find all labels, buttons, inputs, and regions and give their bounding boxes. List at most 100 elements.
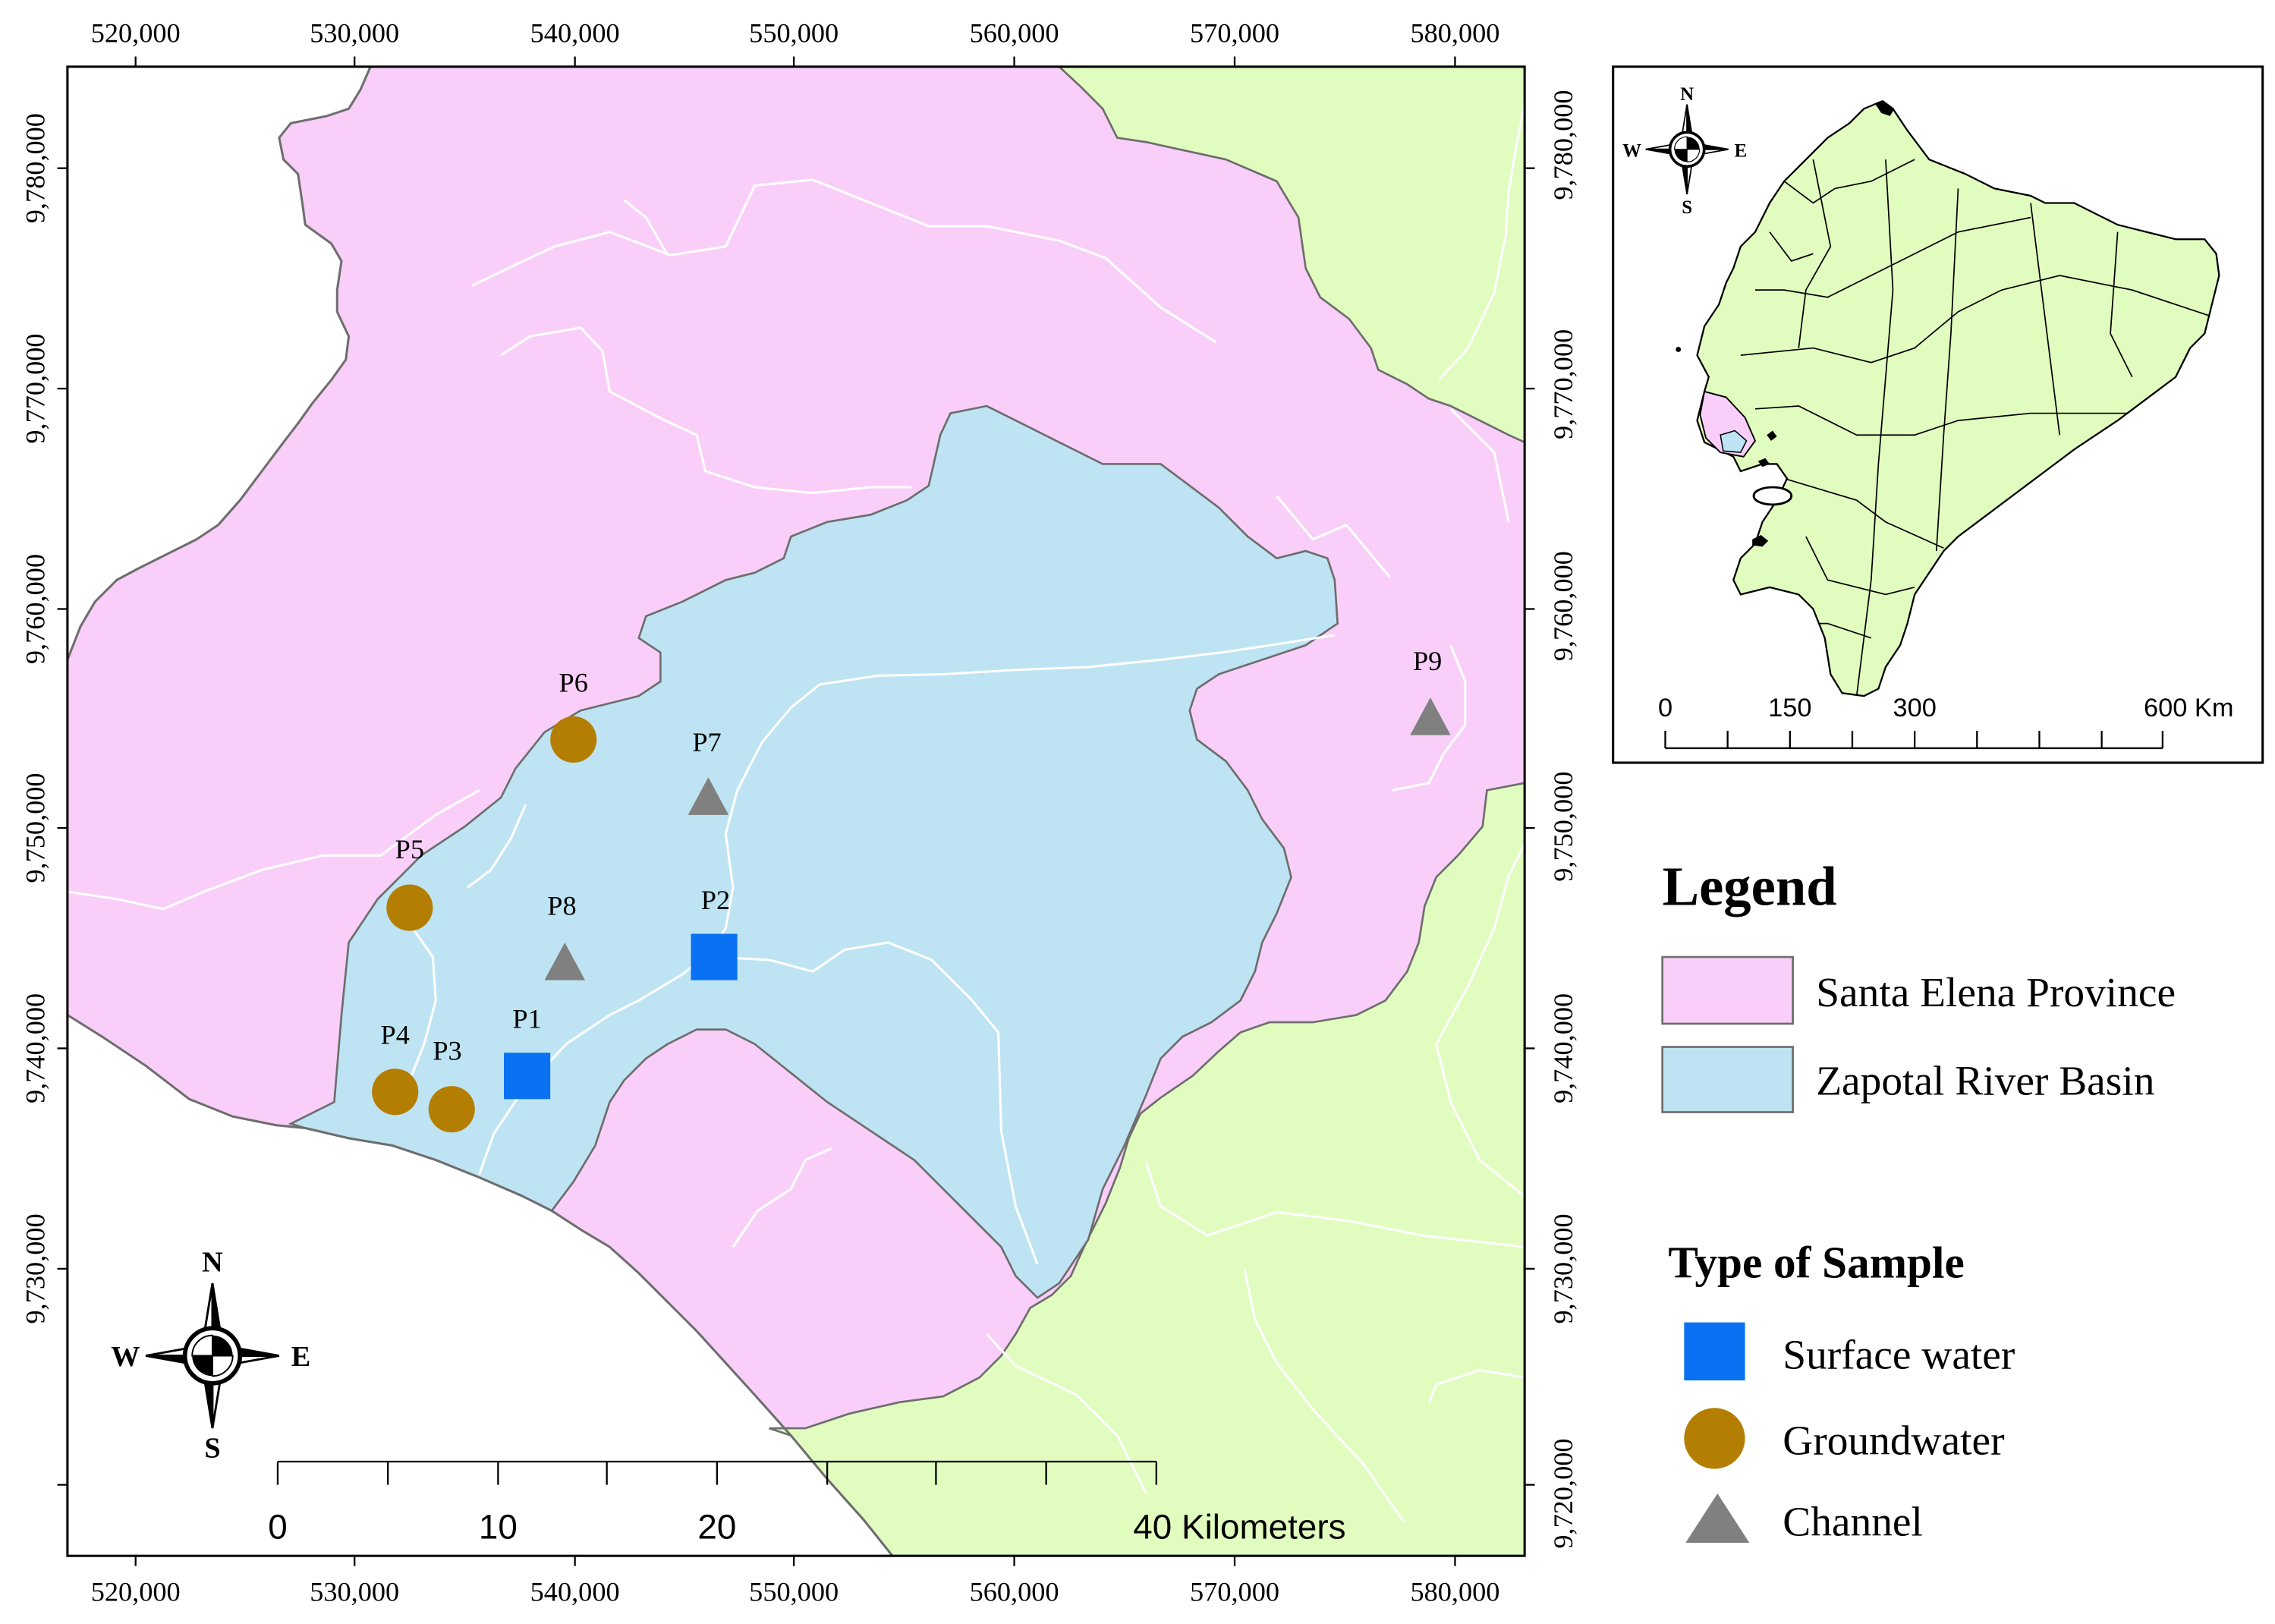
river-line [986, 1333, 1147, 1494]
river-line [1449, 408, 1510, 523]
inset-map: N S W E 0 150 300 600 Km [1612, 65, 2264, 764]
river-line [1438, 104, 1525, 381]
legend-swatch-zapotal [1661, 1046, 1794, 1113]
northing-label: 9,740,000 [20, 993, 50, 1103]
river-line [1427, 1369, 1525, 1405]
legend-label-zapotal: Zapotal River Basin [1816, 1058, 2154, 1104]
easting-label: 580,000 [1410, 1576, 1499, 1607]
sample-label-p3: P3 [433, 1036, 461, 1066]
inset-offshore-island [1676, 347, 1682, 352]
sample-label-p8: P8 [547, 891, 576, 921]
compass-s: S [204, 1432, 220, 1464]
inset-scale-label-300: 300 [1893, 694, 1936, 722]
top-axis-labels: 520,000 530,000 540,000 550,000 560,000 … [91, 17, 1500, 48]
easting-label: 520,000 [91, 17, 181, 48]
sample-marker-p6 [550, 716, 597, 763]
inset-scale-label-150: 150 [1768, 694, 1811, 722]
legend-label-santa-elena: Santa Elena Province [1816, 969, 2176, 1015]
sample-marker-p7 [688, 777, 729, 815]
legend-square-icon [1684, 1322, 1745, 1380]
inset-compass-s: S [1682, 197, 1692, 218]
inset-compass-n: N [1680, 84, 1694, 105]
zapotal-river-basin-area [288, 404, 1339, 1299]
sample-points: P1 P2 P3 P4 P5 P6 P7 P8 P9 [372, 646, 1451, 1133]
sample-marker-p8 [544, 942, 586, 980]
easting-label: 530,000 [310, 17, 399, 48]
sample-marker-p5 [386, 884, 433, 931]
right-axis-labels: 9,780,000 9,770,000 9,760,000 9,750,000 … [1548, 90, 1578, 1548]
inset-compass-w: W [1622, 140, 1641, 161]
north-arrow: N S W E [111, 1247, 310, 1465]
legend-label-channel: Channel [1783, 1498, 1923, 1544]
ecuador-land-area [1696, 100, 2220, 697]
northing-label: 9,740,000 [1548, 993, 1578, 1103]
inset-north-arrow: N S W E [1622, 84, 1747, 218]
river-network [67, 104, 1525, 1524]
northing-label: 9,720,000 [1548, 1438, 1578, 1548]
river-line [1243, 1270, 1405, 1524]
sample-marker-p1 [504, 1053, 551, 1100]
easting-label: 520,000 [91, 1576, 181, 1607]
river-line [732, 1147, 832, 1248]
scale-label-40-km: 40 Kilometers [1133, 1506, 1345, 1546]
northing-label: 9,780,000 [20, 113, 50, 223]
coastline-south [67, 1014, 894, 1556]
scale-label-10: 10 [479, 1506, 518, 1546]
easting-label: 550,000 [749, 1576, 839, 1607]
scale-label-0: 0 [268, 1506, 288, 1546]
river-line [500, 326, 911, 495]
sample-label-p1: P1 [512, 1004, 541, 1034]
sample-label-p5: P5 [395, 834, 424, 864]
legend-triangle-icon [1685, 1493, 1750, 1543]
northing-label: 9,730,000 [20, 1213, 50, 1323]
river-line [478, 634, 1336, 1176]
inset-zapotal-basin-area [1720, 430, 1748, 453]
sample-label-p6: P6 [559, 667, 588, 697]
compass-n: N [202, 1247, 223, 1279]
legend-label-surface-water: Surface water [1783, 1332, 2015, 1378]
sample-marker-p9 [1410, 697, 1451, 735]
left-axis-labels: 9,780,000 9,770,000 9,760,000 9,750,000 … [20, 113, 50, 1323]
easting-label: 570,000 [1190, 17, 1279, 48]
legend-title: Legend [1663, 855, 1837, 917]
scale-label-20: 20 [697, 1506, 736, 1546]
easting-label: 540,000 [530, 1576, 620, 1607]
coastline-north [67, 66, 372, 660]
northing-label: 9,760,000 [1548, 551, 1578, 661]
inset-scale-label-600-km: 600 Km [2144, 694, 2233, 722]
easting-label: 560,000 [970, 1576, 1059, 1607]
easting-label: 550,000 [749, 17, 839, 48]
river-line [1435, 843, 1525, 1198]
compass-e: E [291, 1341, 310, 1373]
river-line [1392, 644, 1467, 792]
sample-label-p2: P2 [701, 885, 730, 915]
neighboring-province-area-north [1057, 66, 1525, 444]
inset-scale-label-0: 0 [1658, 694, 1672, 722]
river-line [67, 789, 480, 911]
sample-marker-p4 [372, 1069, 419, 1116]
easting-label: 530,000 [310, 1576, 399, 1607]
river-line [713, 941, 1039, 1265]
legend-sample-title: Type of Sample [1668, 1237, 1964, 1287]
northing-label: 9,770,000 [1548, 329, 1578, 439]
easting-label: 560,000 [970, 17, 1059, 48]
map-frame [66, 65, 1526, 1557]
legend-label-groundwater: Groundwater [1783, 1417, 2004, 1463]
sample-marker-p2 [691, 933, 738, 980]
northing-label: 9,730,000 [1548, 1213, 1578, 1323]
river-line [467, 804, 527, 889]
river-line [471, 178, 1216, 344]
sample-marker-p3 [428, 1086, 475, 1133]
river-line [623, 199, 669, 257]
neighboring-province-area-south [769, 782, 1525, 1556]
northing-label: 9,770,000 [20, 333, 50, 443]
river-line [1276, 495, 1391, 578]
main-map: P1 P2 P3 P4 P5 P6 P7 P8 P9 N S W E [67, 66, 1525, 1556]
northing-label: 9,780,000 [1548, 90, 1578, 200]
scale-bar: 0 10 20 40 Kilometers [268, 1460, 1346, 1546]
legend-swatch-santa-elena [1661, 955, 1794, 1025]
inset-compass-e: E [1735, 140, 1748, 161]
legend: Legend Santa Elena Province Zapotal Rive… [1661, 855, 2176, 1544]
easting-label: 540,000 [530, 17, 620, 48]
